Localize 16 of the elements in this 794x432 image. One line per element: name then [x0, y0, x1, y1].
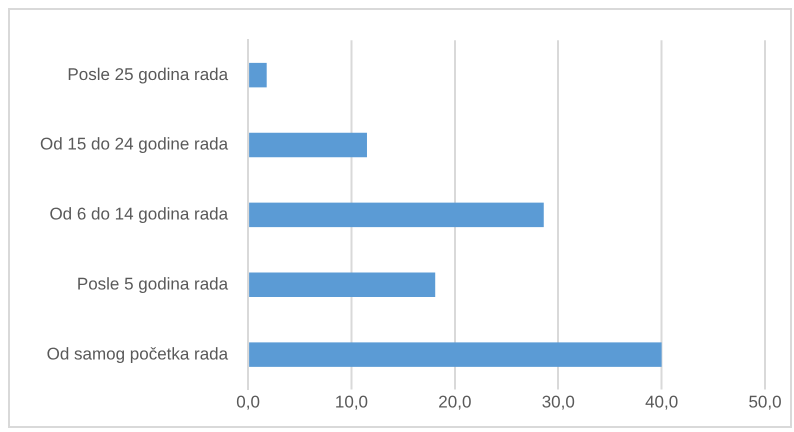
x-tick-label: 0,0	[236, 392, 260, 412]
bar	[249, 342, 662, 367]
x-tick-label: 10,0	[334, 392, 368, 412]
bar	[249, 202, 544, 228]
bar	[249, 62, 267, 88]
y-tick-label: Posle 25 godina rada	[67, 64, 229, 84]
y-tick-label: Od 15 do 24 godine rada	[40, 134, 229, 154]
x-tick-label: 20,0	[438, 392, 472, 412]
x-tick-label: 40,0	[645, 392, 678, 412]
bar	[249, 132, 367, 158]
y-tick-label: Posle 5 godina rada	[76, 274, 229, 294]
y-tick-label: Od samog početka rada	[46, 344, 229, 364]
x-tick-label: 30,0	[542, 392, 575, 412]
bar	[249, 272, 436, 298]
x-tick-label: 50,0	[748, 392, 782, 412]
y-tick-label: Od 6 do 14 godina rada	[49, 204, 229, 224]
